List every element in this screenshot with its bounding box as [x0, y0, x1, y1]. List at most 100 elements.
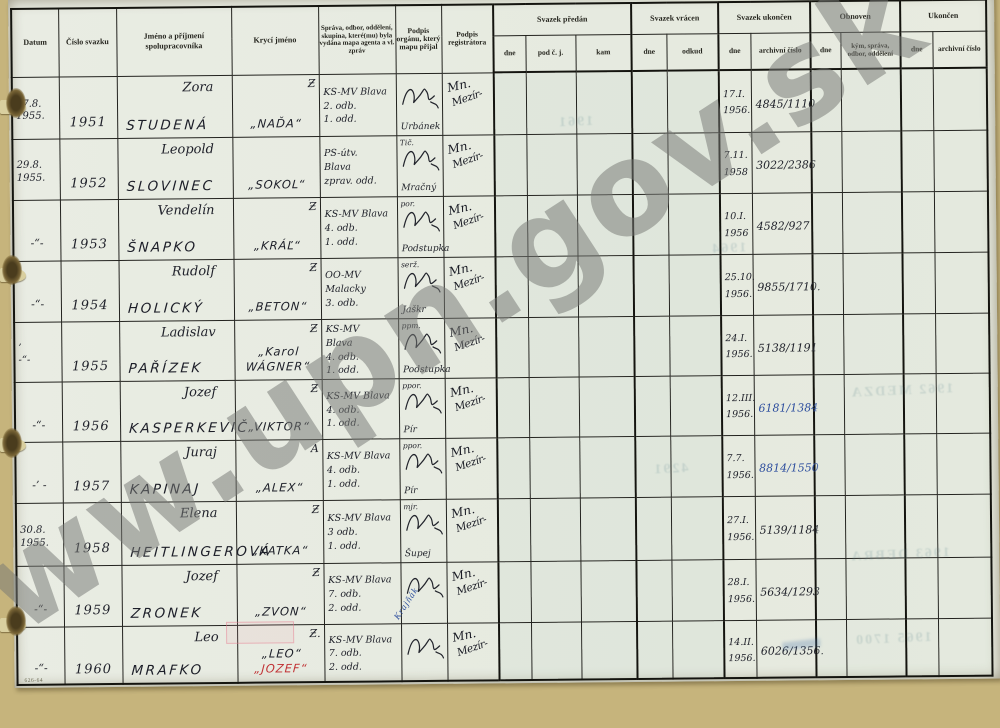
- cell-kryci-jmeno: Ƶ „Karol WÁGNER“: [234, 319, 322, 380]
- cover-name-line: „VIKTOR“: [247, 418, 310, 434]
- archive-number: 6181/1384: [758, 400, 819, 415]
- first-name: Juraj: [185, 444, 217, 460]
- cell-ukoncen2-archiv: [936, 493, 992, 558]
- cell-predan-cj: [530, 560, 581, 623]
- cell-vracen-dne: [634, 375, 671, 436]
- cover-name-line: „LEO“: [261, 646, 302, 661]
- pink-stamp-artifact: [225, 621, 295, 644]
- category-mark: A: [310, 441, 319, 455]
- first-name: Elena: [179, 505, 218, 521]
- closed-date-line: 1956.: [725, 348, 753, 361]
- cover-name: „VIKTOR“: [235, 419, 322, 435]
- cell-ukoncen-dne: 7.11. 1958: [719, 131, 752, 194]
- surname: HOLICKÝ: [126, 299, 205, 317]
- closed-date: 27.I. 1956.: [724, 509, 755, 546]
- cell-vracen-odkud: [670, 435, 723, 497]
- cover-name: „ZVON“: [237, 604, 324, 620]
- table-row: 30.8. 1955. 1958 Elena HEITLINGEROVÁ Ƶ „KATKA“…: [15, 493, 992, 566]
- registrar-signature: Mn. Mezír-: [449, 441, 487, 474]
- cell-predan-cj: [528, 316, 579, 378]
- cell-ukoncen2-dne: [905, 618, 939, 677]
- cell-vracen-dne: [636, 620, 673, 679]
- unit-line: 2. odd.: [328, 602, 362, 614]
- cell-cislo-svazku: 1952: [59, 137, 118, 200]
- cell-predan-dne: [493, 72, 527, 135]
- category-mark: Ƶ: [309, 321, 318, 335]
- cell-predan-cj: [527, 255, 579, 318]
- binder-hole: [2, 428, 22, 458]
- sub-header-ukoncen-arch: archivní číslo: [750, 32, 811, 70]
- datum-line: 29.8.: [16, 159, 43, 171]
- cell-obnoven-kym: [845, 618, 907, 677]
- binder-hole: [2, 255, 22, 285]
- closed-date-line: 28.I.: [727, 577, 750, 589]
- cell-predan-kam: [577, 255, 635, 317]
- cell-datum: 29.8. 1955.: [12, 138, 60, 200]
- cell-jmeno: Zora STUDENÁ: [116, 74, 233, 138]
- cell-vracen-odkud: [671, 620, 725, 679]
- cell-ukoncen2-archiv: [937, 617, 993, 677]
- cell-sprava: KS-MV Blava 7. odb. 2. odd.: [323, 562, 402, 624]
- cell-obnoven-kym: [844, 433, 905, 495]
- cell-obnoven-kym: [840, 68, 902, 132]
- cell-ukoncen-dne: 28.I. 1956.: [723, 558, 757, 621]
- col-header-cislo-svazku: Číslo svazku: [58, 7, 117, 77]
- cell-obnoven-dne: [811, 131, 842, 193]
- closed-date: 25.10. 1956.: [722, 266, 755, 303]
- unit-lines: PS-útv. Blava zprav. odd.: [320, 144, 396, 189]
- datum-lines: 29.8. 1955.: [13, 154, 59, 185]
- cover-name-line: „BETON“: [247, 298, 308, 314]
- officer-signature-scrawl: [400, 265, 441, 295]
- cell-podpis-organu: serž. Jaškr: [397, 256, 445, 319]
- cell-ukoncen2-dne: [905, 557, 938, 619]
- registrar-signature: Mn. Mezír-: [446, 199, 484, 232]
- datum-line: ’: [18, 342, 22, 354]
- officer-name: Podstupka: [401, 243, 450, 254]
- cell-predan-kam: [579, 496, 637, 561]
- unit-line: KS-MV Blava: [328, 633, 393, 646]
- cell-datum: 30.8. 1955.: [15, 502, 64, 566]
- surname: PAŘÍZEK: [127, 359, 203, 377]
- col-header-podpis-organu: Podpis orgánu, který mapu přijal: [395, 4, 442, 74]
- category-mark: Ƶ.: [309, 626, 321, 640]
- volume-number: 1951: [69, 114, 107, 130]
- unit-line: KS-MV: [325, 323, 360, 335]
- cell-kryci-jmeno: A „ALEX“: [235, 439, 323, 501]
- sub-header-predan-cj: pod č. j.: [525, 35, 576, 73]
- cell-predan-kam: [580, 620, 638, 680]
- cell-vracen-dne: [631, 70, 668, 134]
- cell-predan-dne: [497, 437, 530, 499]
- cell-obnoven-dne: [815, 618, 847, 678]
- cell-ukoncen-archiv: 6181/1384: [753, 374, 819, 435]
- unit-line: 4. odb.: [324, 222, 358, 235]
- volume-number: 1959: [74, 603, 112, 619]
- cell-obnoven-kym: [843, 373, 905, 434]
- cell-cislo-svazku: 1959: [63, 564, 123, 627]
- cell-kryci-jmeno: Ƶ „KRÁĽ“: [232, 197, 321, 259]
- unit-line: 1. odd.: [326, 418, 360, 430]
- cell-ukoncen2-archiv: [932, 67, 988, 131]
- category-mark: Ƶ: [308, 199, 317, 213]
- sub-header-predan-dne: dne: [493, 35, 526, 73]
- archive-number: 4582/927: [756, 219, 810, 233]
- category-mark: Ƶ: [311, 502, 320, 516]
- cell-ukoncen-dne: 12.III. 1956.: [721, 374, 755, 436]
- officer-signature-scrawl: [402, 446, 443, 476]
- cell-vracen-odkud: [671, 559, 725, 621]
- first-name: Jozef: [185, 568, 219, 584]
- category-mark: Ƶ: [309, 260, 318, 274]
- unit-lines: KS-MV Blava 4. odb. 1. odd.: [323, 447, 399, 492]
- cell-podpis-organu: Krajňák: [391, 561, 447, 624]
- cell-predan-cj: [528, 376, 580, 438]
- cell-cislo-svazku: 1957: [62, 440, 121, 503]
- cell-cislo-svazku: 1951: [58, 75, 118, 139]
- unit-line: 3 odb.: [327, 526, 358, 539]
- datum-lines: 30.8. 1955.: [17, 519, 63, 550]
- first-name: Leo: [194, 629, 219, 645]
- cell-ukoncen-archiv: 5634/1293: [755, 558, 820, 620]
- officer-signature-scrawl: [402, 507, 443, 537]
- cell-podpis-organu: ppor. Pír: [399, 437, 446, 500]
- table-row: 29.8. 1955. 1952 Leopold SLOVINEC „SOKOL“ PS-ú…: [12, 129, 988, 200]
- cover-name: „SOKOL“: [233, 177, 320, 193]
- cover-name: „Karol WÁGNER“: [234, 344, 322, 375]
